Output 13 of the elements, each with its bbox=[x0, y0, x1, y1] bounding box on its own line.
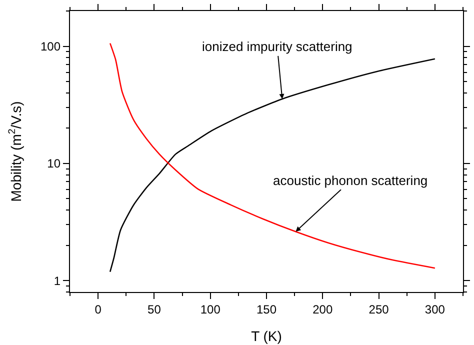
annotation: ionized impurity scattering bbox=[202, 39, 352, 54]
x-axis-title: T (K) bbox=[251, 328, 282, 344]
y-tick-label: 1 bbox=[54, 274, 61, 288]
x-tick-label: 200 bbox=[312, 302, 333, 316]
x-tick-label: 150 bbox=[256, 302, 277, 316]
x-tick-label: 0 bbox=[94, 302, 102, 316]
y-tick-label: 10 bbox=[47, 156, 61, 171]
annotation: acoustic phonon scattering bbox=[273, 173, 428, 188]
x-tick-label: 50 bbox=[148, 302, 162, 316]
y-tick-label: 100 bbox=[40, 39, 61, 54]
x-tick-label: 300 bbox=[424, 302, 446, 316]
x-tick-label: 100 bbox=[200, 302, 221, 316]
x-tick-label: 250 bbox=[368, 302, 390, 316]
